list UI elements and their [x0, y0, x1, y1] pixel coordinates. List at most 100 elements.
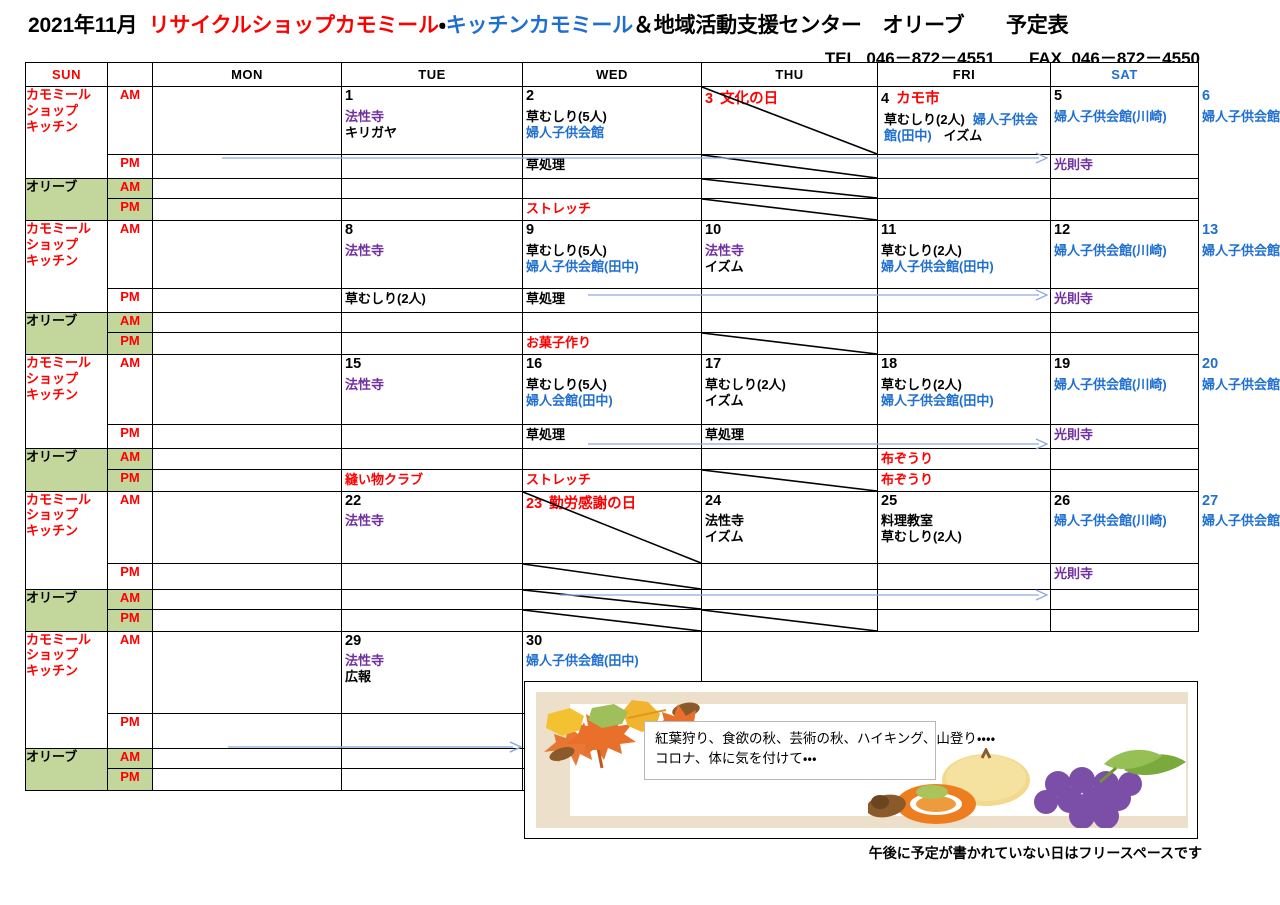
- cell-week1-sun-olive-am[interactable]: [152, 178, 342, 199]
- cell-week3-fri-pm[interactable]: 光則寺: [1050, 424, 1199, 449]
- cell-week4-wed-opm[interactable]: [701, 608, 878, 632]
- cell-week4-sun-olive-am[interactable]: [152, 588, 342, 610]
- cell-week1-tue-am[interactable]: 2 草むしり(5人) 婦人子供会館: [522, 86, 702, 155]
- cell-week2-thu-am[interactable]: 11 草むしり(2人) 婦人子供会館(田中): [877, 220, 1051, 289]
- cell-week3-tue-am[interactable]: 16 草むしり(5人) 婦人会館(田中): [522, 354, 702, 425]
- cell-week1-wed-oam[interactable]: [701, 178, 878, 199]
- cell-week3-tue-pm[interactable]: 草処理: [522, 424, 702, 449]
- cell-week3-wed-am[interactable]: 17 草むしり(2人) イズム: [701, 354, 878, 425]
- cell-week1-tue-opm[interactable]: ストレッチ: [522, 198, 702, 221]
- cell-week3-tue-opm[interactable]: ストレッチ: [522, 468, 702, 492]
- cell-week3-thu-am[interactable]: 18 草むしり(2人) 婦人子供会館(田中): [877, 354, 1051, 425]
- cell-week1-sun-pm[interactable]: [152, 154, 342, 179]
- cell-week2-thu-pm[interactable]: [877, 288, 1051, 313]
- cell-week2-mon-opm[interactable]: [341, 332, 523, 355]
- cell-week4-thu-pm[interactable]: [877, 562, 1051, 590]
- cell-week2-wed-oam[interactable]: [701, 312, 878, 333]
- cell-week4-thu-oam[interactable]: [877, 588, 1051, 610]
- cell-week3-mon-oam[interactable]: [341, 448, 523, 470]
- cell-week4-tue-am[interactable]: 23 勤労感謝の日: [522, 490, 702, 564]
- cell-week2-wed-pm[interactable]: [701, 288, 878, 313]
- cell-week5-sun-olive-pm[interactable]: [152, 767, 342, 791]
- cell-week1-sun-am[interactable]: [152, 86, 342, 155]
- cell-week3-sun-olive-am[interactable]: [152, 448, 342, 470]
- cell-week5-sun-am[interactable]: [152, 630, 342, 714]
- cell-week2-sun-olive-pm[interactable]: [152, 332, 342, 355]
- cell-week2-tue-oam[interactable]: [522, 312, 702, 333]
- cell-week1-thu-am[interactable]: 4 カモ市 草むしり(2人) 婦人子供会 館(田中) イズム: [877, 86, 1051, 155]
- cell-week4-sun-pm[interactable]: [152, 562, 342, 590]
- cell-week4-thu-am[interactable]: 25 料理教室 草むしり(2人): [877, 490, 1051, 564]
- cell-week2-thu-opm[interactable]: [877, 332, 1051, 355]
- cell-week1-mon-opm[interactable]: [341, 198, 523, 221]
- cell-week4-wed-pm[interactable]: [701, 562, 878, 590]
- cell-week4-sun-olive-pm[interactable]: [152, 608, 342, 632]
- cell-week3-sun-am[interactable]: [152, 354, 342, 425]
- cell-week2-mon-am[interactable]: 8 法性寺: [341, 220, 523, 289]
- cell-week1-thu-oam[interactable]: [877, 178, 1051, 199]
- cell-week4-mon-oam[interactable]: [341, 588, 523, 610]
- cell-week5-mon-oam[interactable]: [341, 747, 523, 769]
- cell-week4-mon-pm[interactable]: [341, 562, 523, 590]
- cell-week3-tue-oam[interactable]: [522, 448, 702, 470]
- cell-week2-tue-am[interactable]: 9 草むしり(5人) 婦人子供会館(田中): [522, 220, 702, 289]
- cell-week4-wed-am[interactable]: 24 法性寺 イズム: [701, 490, 878, 564]
- cell-week3-fri-opm[interactable]: [1050, 468, 1199, 492]
- cell-week1-wed-am[interactable]: 3 文化の日: [701, 86, 878, 155]
- cell-week3-thu-oam[interactable]: 布ぞうり: [877, 448, 1051, 470]
- cell-week3-mon-opm[interactable]: 縫い物クラブ: [341, 468, 523, 492]
- cell-week4-fri-opm[interactable]: [1050, 608, 1199, 632]
- cell-week1-fri-oam[interactable]: [1050, 178, 1199, 199]
- cell-week2-sun-olive-am[interactable]: [152, 312, 342, 333]
- cell-week1-sun-olive-pm[interactable]: [152, 198, 342, 221]
- cell-week2-mon-oam[interactable]: [341, 312, 523, 333]
- cell-week1-mon-oam[interactable]: [341, 178, 523, 199]
- cell-week5-mon-am[interactable]: 29 法性寺 広報: [341, 630, 523, 714]
- cell-week1-fri-am[interactable]: 5 婦人子供会館(川崎): [1050, 86, 1199, 155]
- cell-week5-mon-pm[interactable]: [341, 712, 523, 749]
- cell-week1-mon-pm[interactable]: [341, 154, 523, 179]
- cell-week3-sun-olive-pm[interactable]: [152, 468, 342, 492]
- cell-week4-mon-opm[interactable]: [341, 608, 523, 632]
- cell-week1-fri-opm[interactable]: [1050, 198, 1199, 221]
- cell-week2-wed-opm[interactable]: [701, 332, 878, 355]
- cell-week2-fri-am[interactable]: 12 婦人子供会館(川崎): [1050, 220, 1199, 289]
- cell-week3-mon-am[interactable]: 15 法性寺: [341, 354, 523, 425]
- cell-week2-tue-pm[interactable]: 草処理: [522, 288, 702, 313]
- cell-week1-wed-opm[interactable]: [701, 198, 878, 221]
- cell-week3-wed-pm[interactable]: 草処理: [701, 424, 878, 449]
- cell-week1-wed-pm[interactable]: [701, 154, 878, 179]
- cell-week1-tue-pm[interactable]: 草処理: [522, 154, 702, 179]
- cell-week4-tue-opm[interactable]: [522, 608, 702, 632]
- cell-week5-mon-opm[interactable]: [341, 767, 523, 791]
- cell-week5-sun-olive-am[interactable]: [152, 747, 342, 769]
- cell-week3-fri-oam[interactable]: [1050, 448, 1199, 470]
- cell-week1-fri-pm[interactable]: 光則寺: [1050, 154, 1199, 179]
- cell-week2-fri-opm[interactable]: [1050, 332, 1199, 355]
- cell-week5-sun-pm[interactable]: [152, 712, 342, 749]
- cell-week2-sun-am[interactable]: [152, 220, 342, 289]
- cell-week2-mon-pm[interactable]: 草むしり(2人): [341, 288, 523, 313]
- cell-week4-mon-am[interactable]: 22 法性寺: [341, 490, 523, 564]
- cell-week3-fri-am[interactable]: 19 婦人子供会館(川崎): [1050, 354, 1199, 425]
- cell-week4-fri-pm[interactable]: 光則寺: [1050, 562, 1199, 590]
- cell-week4-tue-oam[interactable]: [522, 588, 702, 610]
- cell-week2-fri-pm[interactable]: 光則寺: [1050, 288, 1199, 313]
- cell-week1-thu-pm[interactable]: [877, 154, 1051, 179]
- cell-week3-mon-pm[interactable]: [341, 424, 523, 449]
- cell-week3-sun-pm[interactable]: [152, 424, 342, 449]
- cell-week1-thu-opm[interactable]: [877, 198, 1051, 221]
- cell-week4-wed-oam[interactable]: [701, 588, 878, 610]
- cell-week3-thu-opm[interactable]: 布ぞうり: [877, 468, 1051, 492]
- cell-week3-wed-oam[interactable]: [701, 448, 878, 470]
- cell-week4-tue-pm[interactable]: [522, 562, 702, 590]
- cell-week1-tue-oam[interactable]: [522, 178, 702, 199]
- cell-week3-wed-opm[interactable]: [701, 468, 878, 492]
- cell-week2-sun-pm[interactable]: [152, 288, 342, 313]
- cell-week4-sun-am[interactable]: [152, 490, 342, 564]
- cell-week2-tue-opm[interactable]: お菓子作り: [522, 332, 702, 355]
- cell-week4-thu-opm[interactable]: [877, 608, 1051, 632]
- cell-week2-thu-oam[interactable]: [877, 312, 1051, 333]
- cell-week2-fri-oam[interactable]: [1050, 312, 1199, 333]
- cell-week3-thu-pm[interactable]: [877, 424, 1051, 449]
